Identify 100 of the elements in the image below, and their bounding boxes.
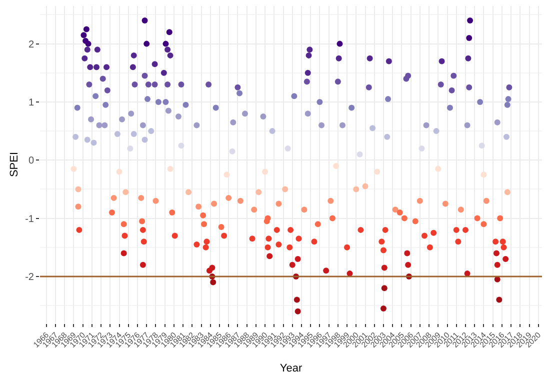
point xyxy=(353,186,360,192)
point xyxy=(442,200,448,207)
point xyxy=(494,262,500,268)
point xyxy=(333,162,340,169)
point xyxy=(108,209,115,216)
point xyxy=(381,285,388,292)
point xyxy=(234,84,241,90)
point xyxy=(132,82,138,88)
point xyxy=(162,40,169,47)
point xyxy=(465,55,472,62)
point xyxy=(348,104,355,111)
point xyxy=(104,87,110,94)
point xyxy=(212,104,219,111)
point xyxy=(396,209,403,216)
point xyxy=(166,29,172,36)
point xyxy=(194,122,200,128)
point xyxy=(160,70,167,76)
point xyxy=(426,244,433,250)
point xyxy=(119,116,125,122)
point xyxy=(230,119,236,126)
point xyxy=(86,82,92,88)
point xyxy=(502,256,509,262)
point xyxy=(130,64,136,70)
point xyxy=(152,82,158,88)
point xyxy=(90,140,97,146)
point xyxy=(76,226,82,233)
point xyxy=(87,64,94,70)
point xyxy=(229,148,236,154)
point xyxy=(164,46,171,53)
point xyxy=(116,168,122,175)
point xyxy=(221,232,228,239)
point xyxy=(418,146,425,152)
point xyxy=(450,72,457,79)
point xyxy=(264,244,271,250)
point xyxy=(122,189,129,196)
point xyxy=(392,206,398,213)
point xyxy=(374,168,380,175)
point xyxy=(274,226,280,233)
point xyxy=(467,18,474,24)
point xyxy=(386,58,392,64)
point xyxy=(378,238,385,245)
point xyxy=(152,61,158,68)
point xyxy=(210,279,216,286)
y-tick-label: 2 xyxy=(28,39,34,50)
point xyxy=(412,218,418,224)
point xyxy=(256,189,262,196)
point xyxy=(182,102,189,108)
point xyxy=(334,78,341,85)
point xyxy=(301,206,308,213)
point xyxy=(140,262,146,268)
point xyxy=(455,238,462,245)
point xyxy=(448,87,455,94)
point xyxy=(251,206,258,213)
point xyxy=(296,236,302,242)
point xyxy=(366,55,373,62)
point xyxy=(506,84,512,90)
point xyxy=(145,82,152,88)
point xyxy=(130,130,137,137)
point xyxy=(142,18,148,24)
point xyxy=(139,218,146,224)
point xyxy=(242,110,248,117)
point xyxy=(178,82,184,88)
y-tick-label: 0 xyxy=(28,156,34,167)
point xyxy=(336,40,343,47)
point xyxy=(104,64,110,70)
point xyxy=(480,221,487,228)
point xyxy=(237,198,244,204)
point xyxy=(120,221,127,228)
point xyxy=(162,98,169,105)
point xyxy=(493,250,500,256)
point xyxy=(294,308,301,314)
point xyxy=(194,241,200,248)
point xyxy=(249,236,256,242)
point xyxy=(466,84,472,90)
point xyxy=(140,122,146,128)
point xyxy=(84,136,90,143)
point xyxy=(323,268,330,274)
point xyxy=(380,305,386,312)
point xyxy=(269,128,276,134)
point xyxy=(85,40,92,47)
point xyxy=(497,215,504,222)
point xyxy=(339,122,346,128)
y-tick-label: -2 xyxy=(25,272,34,283)
point xyxy=(140,226,146,233)
point xyxy=(122,232,128,239)
point xyxy=(175,114,182,120)
point xyxy=(88,116,94,122)
point xyxy=(294,256,301,262)
point xyxy=(318,122,325,128)
point xyxy=(200,212,206,218)
point xyxy=(458,206,464,213)
point xyxy=(423,122,430,128)
point xyxy=(500,238,506,245)
point xyxy=(94,46,100,53)
point xyxy=(266,236,272,242)
point xyxy=(218,224,224,230)
point xyxy=(304,110,311,117)
point xyxy=(405,72,412,79)
point xyxy=(172,232,178,239)
y-tick-label: 1 xyxy=(28,97,34,108)
